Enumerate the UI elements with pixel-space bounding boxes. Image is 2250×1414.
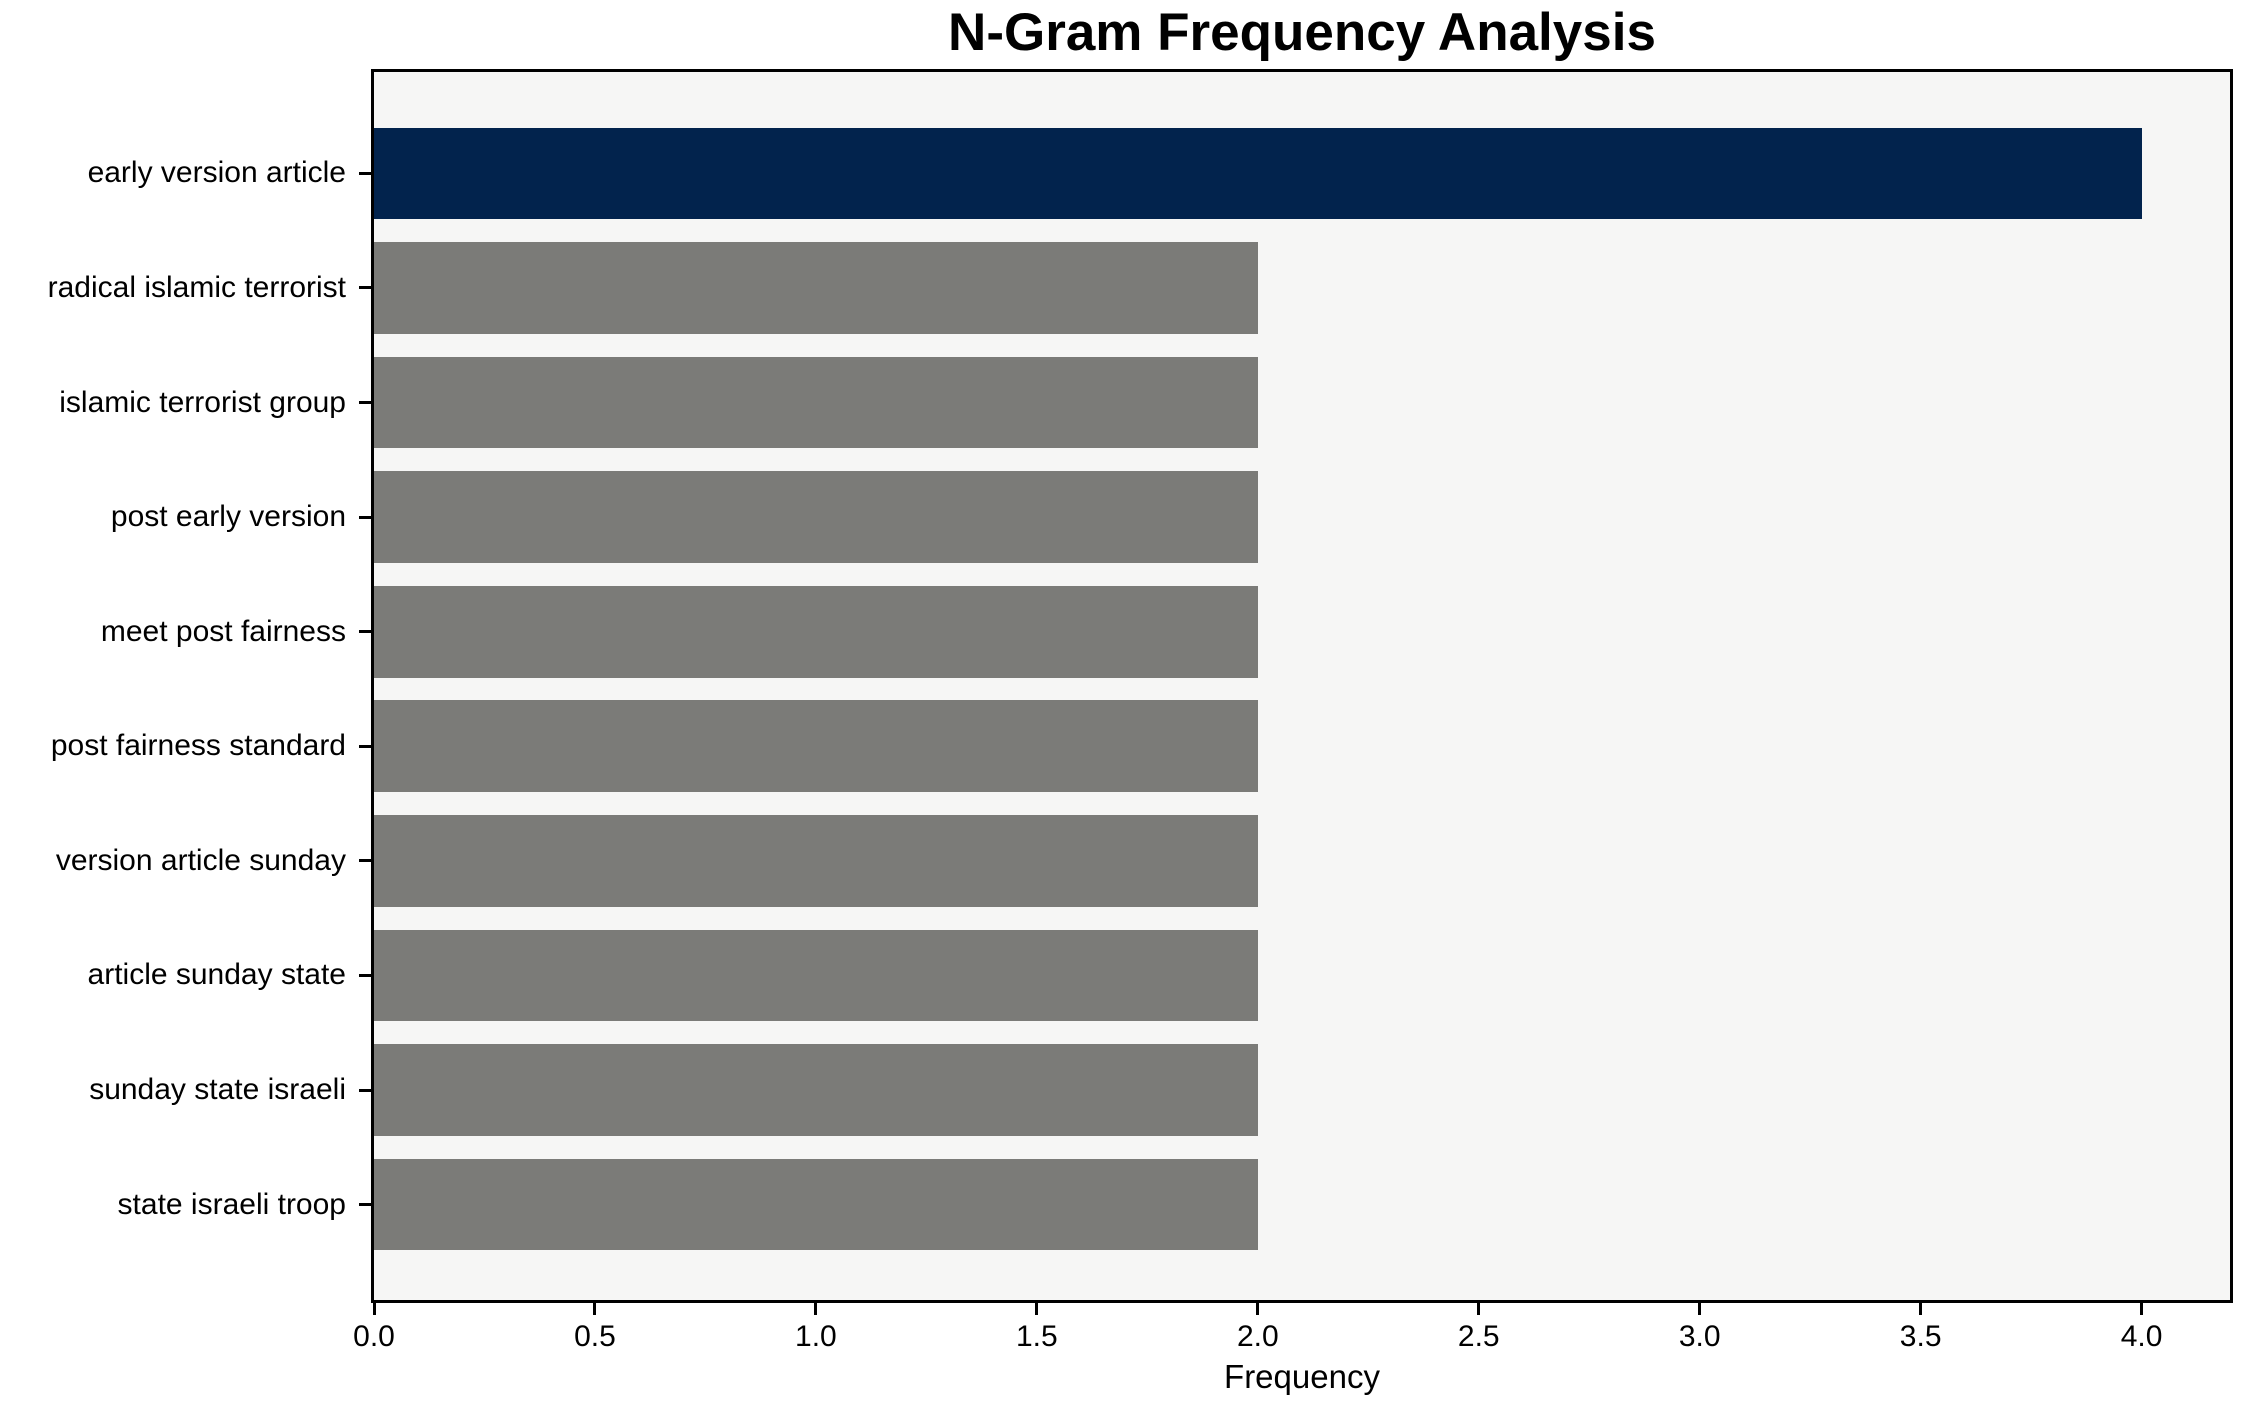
x-tick-mark [593, 1303, 597, 1315]
x-tick-label: 3.0 [1678, 1320, 1721, 1353]
y-tick-mark [359, 1203, 371, 1207]
bar [374, 127, 2142, 220]
plot-area [371, 69, 2233, 1303]
y-tick-mark [359, 973, 371, 977]
bar [374, 929, 1258, 1022]
bar [374, 585, 1258, 678]
x-tick-mark [1035, 1303, 1039, 1315]
x-tick-mark [1919, 1303, 1923, 1315]
bar [374, 242, 1258, 334]
y-tick-mark [359, 630, 371, 634]
y-tick-label: article sunday state [87, 958, 346, 992]
x-tick-label: 1.0 [795, 1320, 837, 1353]
x-tick-label: 1.5 [1015, 1320, 1058, 1353]
x-tick-mark [1256, 1303, 1260, 1315]
x-tick-label: 0.0 [353, 1320, 395, 1353]
y-tick-label: meet post fairness [100, 614, 346, 648]
x-tick-mark [2140, 1303, 2144, 1315]
y-tick-mark [359, 515, 371, 519]
y-tick-mark [359, 171, 371, 175]
y-tick-mark [359, 401, 371, 405]
bar [374, 700, 1258, 793]
y-tick-mark [359, 744, 371, 748]
x-tick-mark [1698, 1303, 1702, 1315]
y-tick-label: sunday state israeli [89, 1073, 346, 1107]
x-tick-label: 2.0 [1236, 1320, 1279, 1353]
y-tick-mark [359, 1088, 371, 1092]
x-tick-mark [814, 1303, 818, 1315]
y-tick-label: version article sunday [55, 843, 346, 877]
y-tick-mark [359, 859, 371, 863]
y-tick-mark [359, 286, 371, 290]
x-axis-label: Frequency [1224, 1358, 1380, 1395]
y-tick-label: post fairness standard [50, 729, 346, 763]
bar [374, 815, 1258, 907]
bar [374, 1158, 1258, 1251]
y-tick-label: early version article [87, 156, 346, 190]
bar [374, 1044, 1258, 1136]
x-tick-mark [1477, 1303, 1481, 1315]
x-tick-label: 3.5 [1899, 1320, 1942, 1353]
x-tick-mark [372, 1303, 376, 1315]
y-tick-label: state israeli troop [117, 1187, 346, 1221]
chart-title: N-Gram Frequency Analysis [948, 3, 1656, 62]
x-tick-label: 4.0 [2120, 1320, 2163, 1353]
x-tick-label: 0.5 [574, 1320, 616, 1353]
bar [374, 356, 1258, 449]
y-tick-label: islamic terrorist group [59, 385, 346, 419]
x-tick-label: 2.5 [1457, 1320, 1500, 1353]
bar [374, 471, 1258, 563]
y-tick-label: post early version [110, 500, 346, 534]
y-tick-label: radical islamic terrorist [47, 270, 346, 304]
